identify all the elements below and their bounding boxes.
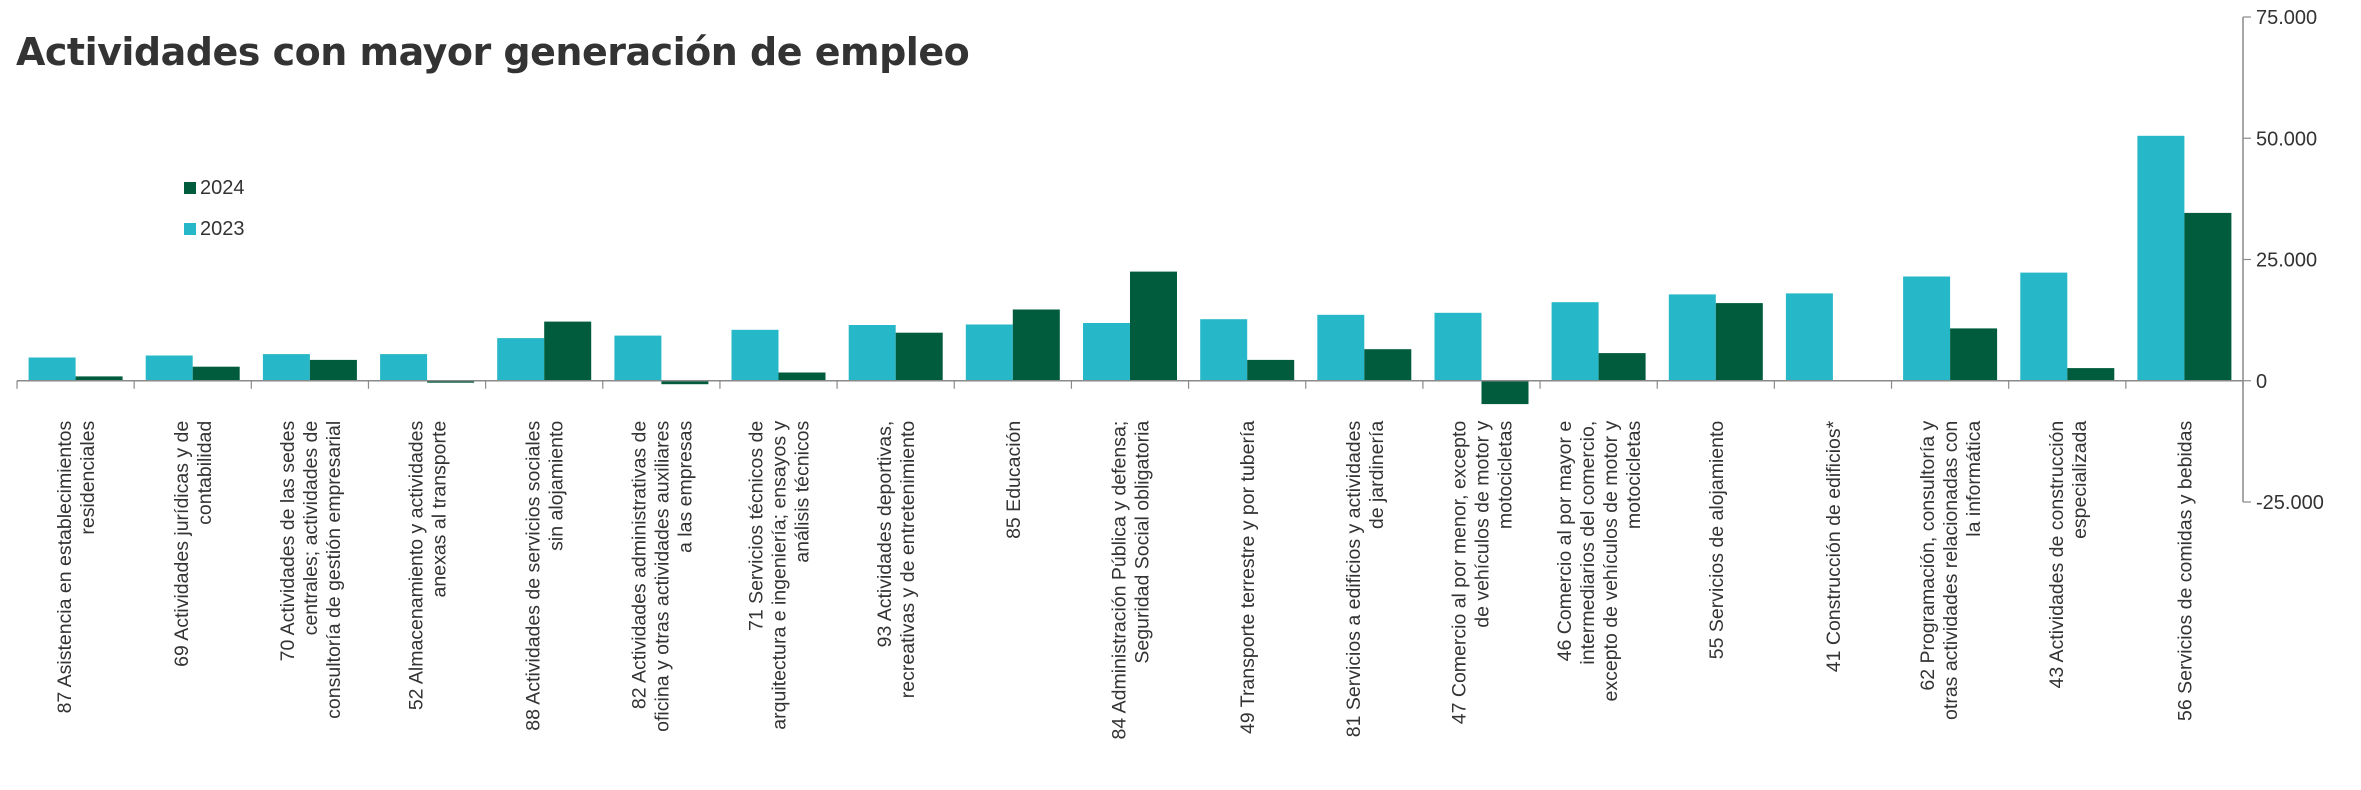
legend: 2024 2023 bbox=[184, 177, 245, 240]
bar-2024-14 bbox=[1598, 353, 1646, 381]
category-label-16-line-1: 41 Construcción de edificios* bbox=[1823, 420, 1845, 672]
bar-2024-11 bbox=[1247, 359, 1295, 381]
legend-label-2023: 2023 bbox=[200, 218, 245, 240]
category-label-10-line-1: 84 Administración Pública y defensa; bbox=[1109, 421, 1131, 740]
bar-2023-17 bbox=[1903, 276, 1951, 381]
category-label-7-line-1: 71 Servicios técnicos de bbox=[746, 421, 768, 631]
bar-2024-2 bbox=[192, 366, 240, 381]
category-label-19-line-1: 56 Servicios de comidas y bebidas bbox=[2174, 421, 2196, 721]
bar-2023-15 bbox=[1668, 294, 1716, 381]
category-label-12-line-1: 81 Servicios a edificios y actividades bbox=[1343, 421, 1365, 738]
bar-2024-10 bbox=[1130, 271, 1177, 381]
bar-2024-18 bbox=[2067, 368, 2115, 381]
category-label-5-line-1: 88 Actividades de servicios sociales bbox=[523, 421, 545, 731]
bar-2023-4 bbox=[380, 354, 428, 381]
bar-2023-10 bbox=[1083, 323, 1130, 381]
category-label-13-line-1: 47 Comercio al por menor, excepto bbox=[1449, 421, 1471, 725]
category-label-2-line-1: 69 Actividades jurídicas y de bbox=[171, 421, 193, 667]
category-label-4-line-2: anexas al transporte bbox=[429, 421, 451, 598]
bar-2023-5 bbox=[497, 338, 545, 381]
category-label-14-line-2: intermediarios del comercio, bbox=[1577, 421, 1599, 665]
bar-2023-14 bbox=[1551, 302, 1599, 381]
category-label-11-line-1: 49 Transporte terrestre y por tubería bbox=[1237, 421, 1259, 734]
legend-swatch-2023 bbox=[184, 223, 196, 235]
bar-2024-9 bbox=[1012, 309, 1060, 381]
bar-2024-12 bbox=[1364, 349, 1412, 381]
category-label-3-line-2: centrales; actividades de bbox=[300, 421, 322, 636]
category-labels: 87 Asistencia en establecimientos residen… bbox=[54, 420, 2196, 739]
category-label-4-line-1: 52 Almacenamiento y actividades bbox=[406, 421, 428, 711]
category-label-13-line-2: de vehículos de motor y bbox=[1472, 421, 1494, 628]
bar-2024-17 bbox=[1950, 328, 1998, 381]
category-label-7-line-2: arquitectura e ingeniería; ensayos y bbox=[769, 421, 791, 730]
y-tick-label-2: 25.000 bbox=[2256, 250, 2317, 272]
axis-layer: 75.000 50.000 25.000 0 -25.000 bbox=[16, 7, 2324, 514]
bar-2024-8 bbox=[895, 332, 943, 381]
bar-2023-6 bbox=[614, 335, 662, 381]
bar-2024-4 bbox=[427, 380, 475, 383]
legend-label-2024: 2024 bbox=[200, 177, 245, 199]
y-tick-label-3: 0 bbox=[2256, 371, 2267, 393]
category-label-17-line-1: 62 Programación, consultoría y bbox=[1917, 421, 1939, 691]
category-label-15-line-1: 55 Servicios de alojamiento bbox=[1706, 421, 1728, 660]
category-label-8-line-2: recreativas y de entretenimiento bbox=[897, 421, 919, 699]
chart-title: Actividades con mayor generación de empl… bbox=[16, 30, 970, 74]
bar-2024-7 bbox=[778, 372, 826, 381]
bar-2024-19 bbox=[2184, 212, 2232, 381]
bar-2023-18 bbox=[2020, 272, 2068, 381]
bar-2023-7 bbox=[731, 329, 779, 381]
bar-2023-19 bbox=[2137, 135, 2185, 381]
legend-swatch-2024 bbox=[184, 182, 196, 194]
category-label-17-line-3: la informática bbox=[1963, 421, 1985, 537]
category-label-1-line-2: residenciales bbox=[77, 421, 99, 535]
bar-2024-5 bbox=[544, 321, 592, 381]
category-label-14-line-4: motocicletas bbox=[1623, 421, 1645, 530]
category-label-14-line-1: 46 Comercio al por mayor e bbox=[1554, 421, 1576, 662]
bar-2023-9 bbox=[965, 324, 1013, 381]
category-label-9-line-1: 85 Educación bbox=[1003, 421, 1025, 539]
category-label-8-line-1: 93 Actividades deportivas, bbox=[874, 421, 896, 648]
bar-2024-3 bbox=[309, 359, 357, 381]
bar-2023-2 bbox=[145, 355, 193, 381]
category-label-17-line-2: otras actividades relacionadas con bbox=[1940, 421, 1962, 720]
category-label-3-line-3: consultoría de gestión empresarial bbox=[323, 421, 345, 719]
category-label-10-line-2: Seguridad Social obligatoria bbox=[1132, 421, 1154, 664]
category-label-6-line-3: a las empresas bbox=[674, 421, 696, 553]
bar-2024-13 bbox=[1481, 380, 1529, 405]
bar-2024-15 bbox=[1715, 303, 1763, 381]
y-tick-label-4: -25.000 bbox=[2256, 492, 2324, 514]
bar-2024-6 bbox=[661, 380, 709, 385]
bar-2023-3 bbox=[262, 354, 310, 381]
category-label-14-line-3: excepto de vehículos de motor y bbox=[1600, 421, 1622, 702]
category-label-3-line-1: 70 Actividades de las sedes bbox=[277, 421, 299, 662]
category-label-6-line-1: 82 Actividades administrativas de bbox=[628, 421, 650, 709]
y-tick-label-0: 75.000 bbox=[2256, 7, 2317, 29]
y-tick-label-1: 50.000 bbox=[2256, 128, 2317, 150]
category-label-18-line-2: especializada bbox=[2069, 421, 2091, 539]
category-label-2-line-2: contabilidad bbox=[194, 421, 216, 525]
category-label-6-line-2: oficina y otras actividades auxiliares bbox=[651, 421, 673, 732]
category-label-5-line-2: sin alojamiento bbox=[546, 421, 568, 551]
category-label-12-line-2: de jardinería bbox=[1366, 421, 1388, 530]
bar-2023-8 bbox=[848, 325, 896, 381]
category-label-7-line-3: análisis técnicos bbox=[792, 421, 814, 563]
bar-2023-13 bbox=[1434, 312, 1482, 381]
category-label-18-line-1: 43 Actividades de construcción bbox=[2046, 421, 2068, 689]
category-label-1-line-1: 87 Asistencia en establecimientos bbox=[54, 421, 76, 714]
bar-2023-11 bbox=[1200, 319, 1248, 381]
bar-2023-1 bbox=[28, 357, 76, 381]
bar-2023-16 bbox=[1785, 293, 1833, 381]
bar-2024-1 bbox=[75, 376, 123, 381]
bar-2023-12 bbox=[1317, 314, 1365, 381]
bars-layer bbox=[28, 135, 2232, 405]
category-label-13-line-3: motocicletas bbox=[1495, 421, 1517, 530]
